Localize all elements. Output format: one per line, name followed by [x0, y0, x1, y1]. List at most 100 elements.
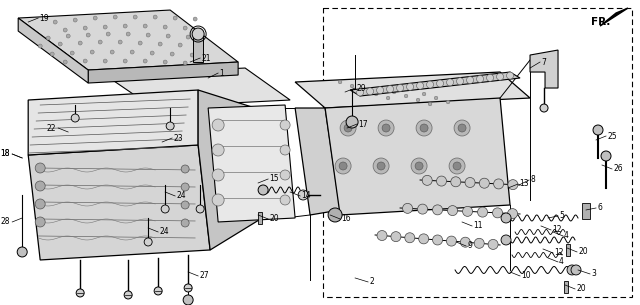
Circle shape [374, 92, 378, 96]
Circle shape [161, 205, 169, 213]
Circle shape [477, 75, 484, 82]
Circle shape [166, 122, 174, 130]
Circle shape [106, 32, 110, 36]
Circle shape [417, 204, 428, 214]
Circle shape [153, 15, 157, 19]
Circle shape [212, 194, 224, 206]
Circle shape [422, 175, 432, 185]
Circle shape [506, 72, 513, 79]
Polygon shape [28, 90, 198, 155]
Polygon shape [18, 18, 88, 83]
Circle shape [126, 32, 130, 36]
Circle shape [183, 295, 193, 305]
Circle shape [449, 158, 465, 174]
Circle shape [376, 87, 383, 94]
Text: 28: 28 [1, 217, 10, 227]
Polygon shape [88, 62, 238, 83]
Circle shape [90, 50, 94, 54]
Circle shape [280, 195, 290, 205]
Polygon shape [530, 50, 558, 88]
Circle shape [173, 16, 177, 20]
Circle shape [212, 119, 224, 131]
Circle shape [406, 83, 413, 90]
Circle shape [146, 33, 150, 37]
Polygon shape [208, 105, 295, 222]
Circle shape [460, 237, 470, 247]
Bar [258, 212, 262, 224]
Circle shape [70, 51, 74, 55]
Circle shape [435, 96, 438, 100]
Circle shape [488, 239, 498, 249]
Text: 1: 1 [219, 69, 224, 77]
Circle shape [83, 26, 87, 30]
Circle shape [378, 120, 394, 136]
Polygon shape [295, 108, 340, 215]
Text: 2: 2 [369, 278, 374, 286]
Circle shape [454, 120, 470, 136]
Text: 20: 20 [269, 214, 279, 224]
Text: FR.: FR. [591, 17, 611, 27]
Text: 23: 23 [173, 134, 183, 142]
Circle shape [474, 238, 484, 248]
Circle shape [190, 53, 194, 57]
Circle shape [93, 16, 97, 20]
Circle shape [35, 199, 45, 209]
Circle shape [453, 162, 461, 170]
Circle shape [184, 284, 192, 292]
Text: 3: 3 [591, 269, 596, 278]
Text: 18: 18 [1, 149, 10, 159]
Text: 5: 5 [559, 211, 564, 221]
Circle shape [404, 94, 408, 98]
Circle shape [465, 178, 475, 188]
Circle shape [76, 289, 84, 297]
Circle shape [403, 203, 413, 213]
Circle shape [183, 26, 187, 30]
Text: 13: 13 [519, 179, 529, 188]
Circle shape [103, 59, 107, 63]
Circle shape [35, 181, 45, 191]
Text: 19: 19 [39, 13, 49, 23]
Circle shape [508, 180, 518, 190]
Circle shape [193, 17, 197, 21]
Circle shape [436, 80, 444, 87]
Circle shape [50, 52, 54, 56]
Circle shape [387, 86, 394, 93]
Text: 17: 17 [358, 120, 368, 128]
Circle shape [186, 35, 190, 39]
Polygon shape [325, 98, 510, 215]
Circle shape [493, 179, 504, 189]
Circle shape [46, 36, 50, 40]
Circle shape [350, 84, 354, 88]
Circle shape [212, 169, 224, 181]
Text: 9: 9 [467, 242, 472, 250]
Circle shape [593, 125, 603, 135]
Circle shape [458, 124, 466, 132]
Circle shape [138, 41, 142, 45]
Text: 10: 10 [521, 271, 531, 281]
Circle shape [411, 158, 427, 174]
Text: 11: 11 [473, 221, 483, 231]
Circle shape [447, 206, 458, 216]
Circle shape [416, 120, 432, 136]
Circle shape [497, 73, 504, 80]
Circle shape [415, 162, 423, 170]
Circle shape [170, 52, 174, 56]
Circle shape [143, 59, 147, 63]
Circle shape [501, 235, 511, 245]
Circle shape [280, 170, 290, 180]
Circle shape [183, 61, 187, 65]
Circle shape [133, 15, 137, 19]
Circle shape [392, 90, 396, 94]
Circle shape [427, 81, 433, 88]
Circle shape [377, 231, 387, 241]
Circle shape [373, 158, 389, 174]
Circle shape [163, 25, 167, 29]
Circle shape [419, 234, 429, 244]
Polygon shape [198, 90, 267, 250]
Circle shape [362, 88, 366, 92]
Circle shape [38, 44, 42, 48]
Circle shape [433, 205, 443, 215]
Circle shape [387, 96, 390, 100]
Circle shape [66, 34, 70, 38]
Text: 24: 24 [176, 192, 186, 200]
